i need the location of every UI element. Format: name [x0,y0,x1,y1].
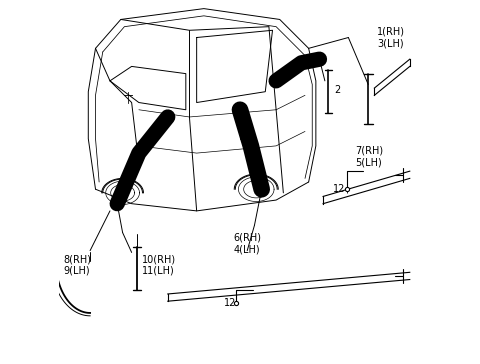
Text: 12: 12 [224,298,236,308]
Text: 6(RH)
4(LH): 6(RH) 4(LH) [233,233,261,254]
Polygon shape [323,171,410,204]
Polygon shape [374,59,410,95]
Text: 1(RH)
3(LH): 1(RH) 3(LH) [377,27,405,48]
Text: 7(RH)
5(LH): 7(RH) 5(LH) [356,146,384,167]
Polygon shape [168,272,410,301]
Text: 10(RH)
11(LH): 10(RH) 11(LH) [142,254,176,276]
Text: 8(RH)
9(LH): 8(RH) 9(LH) [63,254,91,276]
Text: 2: 2 [334,85,340,95]
Text: 12: 12 [333,184,345,194]
